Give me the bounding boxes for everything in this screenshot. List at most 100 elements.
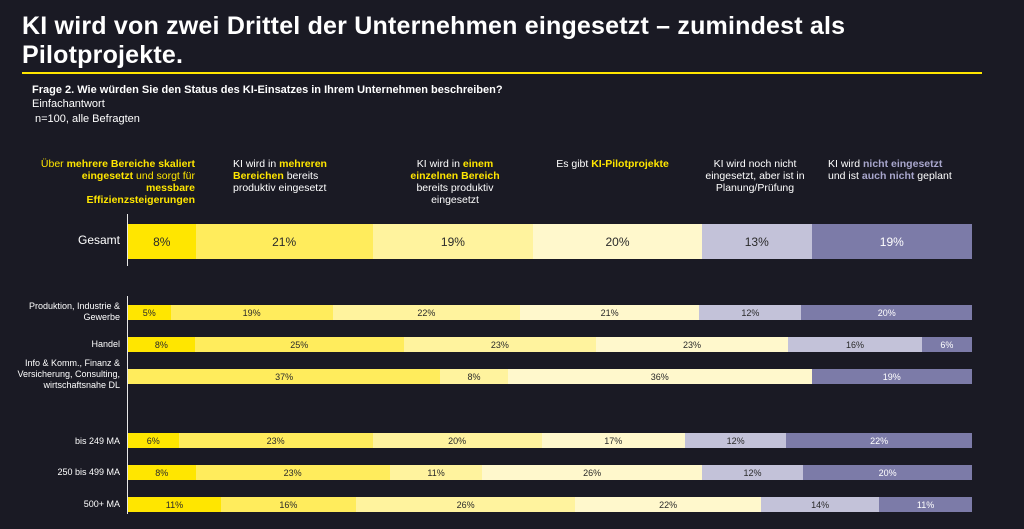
sample-size-text: n=100, alle Befragten <box>35 113 140 125</box>
data-label: 22% <box>659 499 678 510</box>
legend-text: KI wird noch nicht eingesetzt, aber ist … <box>705 158 805 194</box>
data-label: 11% <box>916 499 935 510</box>
bar-segment: 23% <box>195 465 390 480</box>
data-label: 6% <box>146 435 160 446</box>
legend-text: KI-Pilotprojekte <box>591 158 669 170</box>
row-label: 500+ MA <box>83 499 120 509</box>
bar-segment: 8% <box>440 369 508 384</box>
bar-segment: 16% <box>788 337 922 352</box>
legend-text: und ist <box>828 170 862 182</box>
bar-segment: 6% <box>921 337 972 352</box>
row-label: Gesamt <box>77 233 120 247</box>
data-label: 19% <box>879 234 904 249</box>
data-label: 23% <box>683 339 702 350</box>
bar-segment: 8% <box>128 465 196 480</box>
data-label: 26% <box>583 467 602 478</box>
axis-segments <box>127 296 128 514</box>
bar-segment: 19% <box>170 305 333 320</box>
bar-segment: 22% <box>332 305 521 320</box>
data-label: 16% <box>845 339 864 350</box>
page-title: KI wird von zwei Drittel der Unternehmen… <box>22 12 846 69</box>
bar-segment: 11% <box>128 497 221 512</box>
data-label: 12% <box>743 467 762 478</box>
legend-text: Es gibt <box>556 158 592 170</box>
data-label: 6% <box>940 339 954 350</box>
legend-text: bereits produktiv eingesetzt <box>416 182 494 206</box>
bar-segment: 26% <box>355 497 576 512</box>
data-label: 23% <box>283 467 302 478</box>
bar-segment: 6% <box>128 433 179 448</box>
data-label: 19% <box>440 234 465 249</box>
data-label: 19% <box>882 371 901 382</box>
bar-segment: 5% <box>128 305 171 320</box>
legend-item-6: KI wird nicht eingesetzt und ist auch ni… <box>828 158 953 182</box>
bar-segment: 12% <box>701 465 804 480</box>
bar-segment: 20% <box>801 305 972 320</box>
data-label: 19% <box>242 307 261 318</box>
bar-segment: 16% <box>220 497 356 512</box>
title-underline <box>22 72 982 74</box>
legend-text: Über <box>40 158 67 170</box>
legend-item-2: KI wird in mehreren Bereichen bereits pr… <box>233 158 358 194</box>
data-label: 11% <box>427 467 445 478</box>
data-label: 17% <box>604 435 623 446</box>
answer-type-text: Einfachantwort <box>32 98 105 110</box>
data-label: 8% <box>155 467 169 478</box>
legend-text: auch nicht <box>861 170 915 182</box>
data-label: 11% <box>165 499 184 510</box>
bar-segment: 19% <box>811 369 972 384</box>
question-text: Frage 2. Wie würden Sie den Status des K… <box>32 84 503 96</box>
legend-item-1: Über mehrere Bereiche skaliert eingesetz… <box>40 158 195 206</box>
data-label: 16% <box>279 499 298 510</box>
legend-item-4: Es gibt KI-Pilotprojekte <box>545 158 680 170</box>
data-label: 22% <box>870 435 889 446</box>
legend-text: und sorgt für <box>133 170 195 182</box>
data-label: 20% <box>605 234 630 249</box>
bar-segment: 20% <box>533 224 702 259</box>
data-label: 23% <box>490 339 509 350</box>
legend-text: mehreren Bereichen <box>233 158 327 182</box>
bar-segment: 20% <box>803 465 972 480</box>
bar-segment: 11% <box>879 497 972 512</box>
bar-segment: 26% <box>482 465 702 480</box>
legend-item-5: KI wird noch nicht eingesetzt, aber ist … <box>695 158 815 194</box>
data-label: 12% <box>726 435 745 446</box>
bar-segment: 8% <box>128 337 195 352</box>
bar-segment: 20% <box>372 433 542 448</box>
legend-text: KI wird <box>828 158 864 170</box>
bar-segment: 21% <box>520 305 700 320</box>
row-label: Info & Komm., Finanz & Versicherung, Con… <box>17 358 120 390</box>
data-label: 20% <box>448 435 467 446</box>
bar-segment: 22% <box>786 433 972 448</box>
data-label: 36% <box>650 371 669 382</box>
bar-segment: 13% <box>701 224 812 259</box>
axis-gesamt <box>127 214 128 266</box>
legend-text: bereits produktiv eingesetzt <box>233 170 327 194</box>
data-label: 8% <box>153 234 171 249</box>
legend-text: KI wird in <box>233 158 280 170</box>
data-label: 26% <box>456 499 475 510</box>
bar-segment: 23% <box>595 337 789 352</box>
bar-segment: 37% <box>128 369 441 384</box>
data-label: 21% <box>600 307 619 318</box>
data-label: 14% <box>811 499 830 510</box>
legend-text: messbare Effizienzsteigerungen <box>86 182 195 206</box>
bar-segment: 22% <box>575 497 761 512</box>
bar-segment: 12% <box>685 433 787 448</box>
data-label: 23% <box>266 435 285 446</box>
legend-text: geplant <box>914 170 952 182</box>
bar-segment: 14% <box>761 497 880 512</box>
data-label: 8% <box>467 371 481 382</box>
bar-segment: 21% <box>195 224 373 259</box>
bar-segment: 19% <box>372 224 534 259</box>
legend-text: nicht eingesetzt <box>863 158 943 170</box>
legend-text: einem einzelnen Bereich <box>410 158 500 182</box>
data-label: 22% <box>417 307 436 318</box>
row-label: bis 249 MA <box>74 436 120 446</box>
data-label: 8% <box>154 339 168 350</box>
row-label: Produktion, Industrie & Gewerbe <box>28 301 120 322</box>
row-label: 250 bis 499 MA <box>57 467 120 477</box>
data-label: 20% <box>877 307 896 318</box>
bar-segment: 23% <box>178 433 373 448</box>
bar-segment: 12% <box>699 305 802 320</box>
